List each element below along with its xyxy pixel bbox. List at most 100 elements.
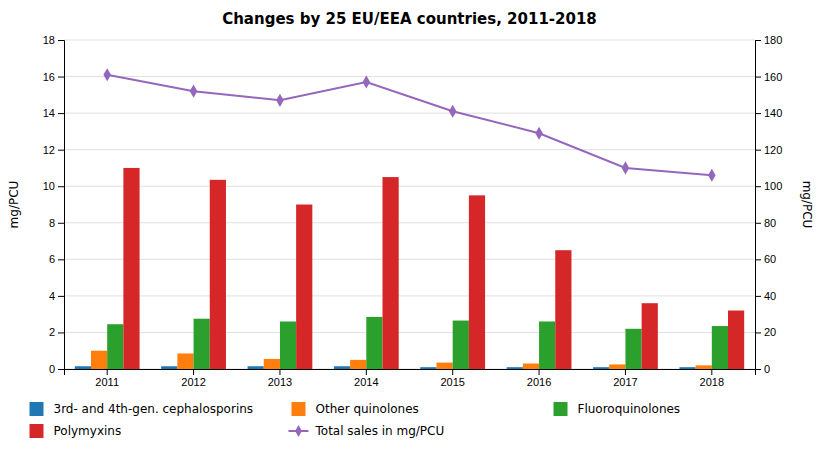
y-axis: 0 2 4 6 8 10 12 14 16 18 (43, 34, 65, 375)
y-tick-label: 14 (43, 107, 55, 119)
y-tick: 16 (43, 71, 64, 83)
x-axis: 20112012201320142015201620172018 (65, 369, 756, 388)
bar (296, 205, 312, 370)
plot: 2011201220132014201520162017201802468101… (43, 34, 783, 388)
y2-tick: 160 (755, 71, 782, 83)
bar (436, 363, 452, 369)
y2-tick-mark (755, 223, 761, 224)
legend-item: Total sales in mg/PCU (289, 424, 445, 438)
y2-tick-label: 100 (764, 180, 782, 192)
y-tick: 4 (49, 290, 64, 302)
bar (75, 366, 91, 369)
bar (712, 326, 728, 369)
y-tick-label: 2 (49, 326, 55, 338)
grid (64, 40, 755, 369)
line-marker (708, 169, 716, 182)
bar (350, 360, 366, 369)
line (107, 75, 712, 176)
y2-tick-label: 160 (764, 71, 782, 83)
bar (507, 367, 523, 369)
y-tick-label: 4 (49, 290, 55, 302)
y2-tick-label: 60 (764, 253, 776, 265)
bar (728, 311, 744, 369)
bar (334, 366, 350, 369)
y2-tick: 80 (755, 217, 776, 229)
legend-item: Polymyxins (30, 424, 122, 438)
y-tick-label: 0 (49, 363, 55, 375)
y-axis-line (58, 41, 65, 370)
y2-tick-mark (755, 150, 761, 151)
y-tick-label: 18 (43, 34, 55, 46)
y-tick: 8 (49, 217, 64, 229)
y2-tick-mark (755, 332, 761, 333)
title: Changes by 25 EU/EEA countries, 2011-201… (222, 10, 597, 28)
bar (383, 177, 399, 369)
line-marker (103, 68, 111, 81)
y-tick-mark (58, 223, 64, 224)
y-tick-label: 12 (43, 144, 55, 156)
y-tick-label: 6 (49, 253, 55, 265)
y-tick-mark (58, 113, 64, 114)
x-tick: 2015 (440, 369, 464, 388)
grid-line (64, 222, 755, 223)
y2-tick-label: 80 (764, 217, 776, 229)
x-tick: 2016 (527, 369, 551, 388)
y2-tick: 60 (755, 253, 776, 265)
grid-line (64, 295, 755, 296)
x-tick-mark (711, 369, 712, 375)
x-tick-mark (279, 369, 280, 375)
grid-line (64, 40, 755, 41)
y2-tick-label: 40 (764, 290, 776, 302)
y2-tick: 120 (755, 144, 782, 156)
bar (523, 364, 539, 369)
bar (280, 321, 296, 369)
bar (420, 367, 436, 369)
y2-tick-label: 180 (764, 34, 782, 46)
bar (453, 321, 469, 369)
x-tick-label: 2013 (268, 376, 292, 388)
bar (555, 250, 571, 369)
line-marker (449, 105, 457, 118)
x-tick-label: 2012 (181, 376, 205, 388)
x-tick-label: 2015 (440, 376, 464, 388)
y-tick-label: 10 (43, 180, 55, 192)
y-tick-mark (58, 369, 64, 370)
bar (194, 319, 210, 369)
bar (91, 351, 107, 369)
y-tick: 18 (43, 34, 64, 46)
x-tick-mark (107, 369, 108, 375)
bar (625, 329, 641, 369)
y2-tick-mark (755, 296, 761, 297)
legend-label: Other quinolones (316, 402, 419, 416)
x-tick-label: 2014 (354, 376, 378, 388)
y2-axis-title: mg/PCU (800, 181, 814, 229)
x-tick: 2014 (354, 369, 378, 388)
chart: 2011201220132014201520162017201802468101… (0, 0, 819, 461)
x-tick-mark (366, 369, 367, 375)
y-tick: 10 (43, 180, 64, 192)
line-marker (276, 94, 284, 107)
x-tick: 2017 (613, 369, 637, 388)
bar (123, 168, 139, 369)
y-tick-mark (58, 40, 64, 41)
y2-axis-line (756, 41, 762, 370)
bar (609, 364, 625, 369)
y-tick-mark (58, 259, 64, 260)
bar-series (91, 351, 712, 369)
bar (539, 321, 555, 369)
bar (161, 366, 177, 369)
y2-tick-mark (755, 186, 761, 187)
y2-tick-label: 140 (764, 107, 782, 119)
y-tick-mark (58, 186, 64, 187)
line-marker (622, 161, 630, 174)
y2-tick: 0 (755, 363, 770, 375)
y2-tick-label: 20 (764, 326, 776, 338)
bar (264, 359, 280, 369)
legend-swatch (30, 424, 44, 438)
x-tick: 2011 (95, 369, 119, 388)
legend-swatch (30, 402, 44, 416)
legend-marker (295, 425, 302, 437)
y-tick-mark (58, 332, 64, 333)
bar (248, 366, 264, 369)
line-marker (363, 75, 371, 88)
